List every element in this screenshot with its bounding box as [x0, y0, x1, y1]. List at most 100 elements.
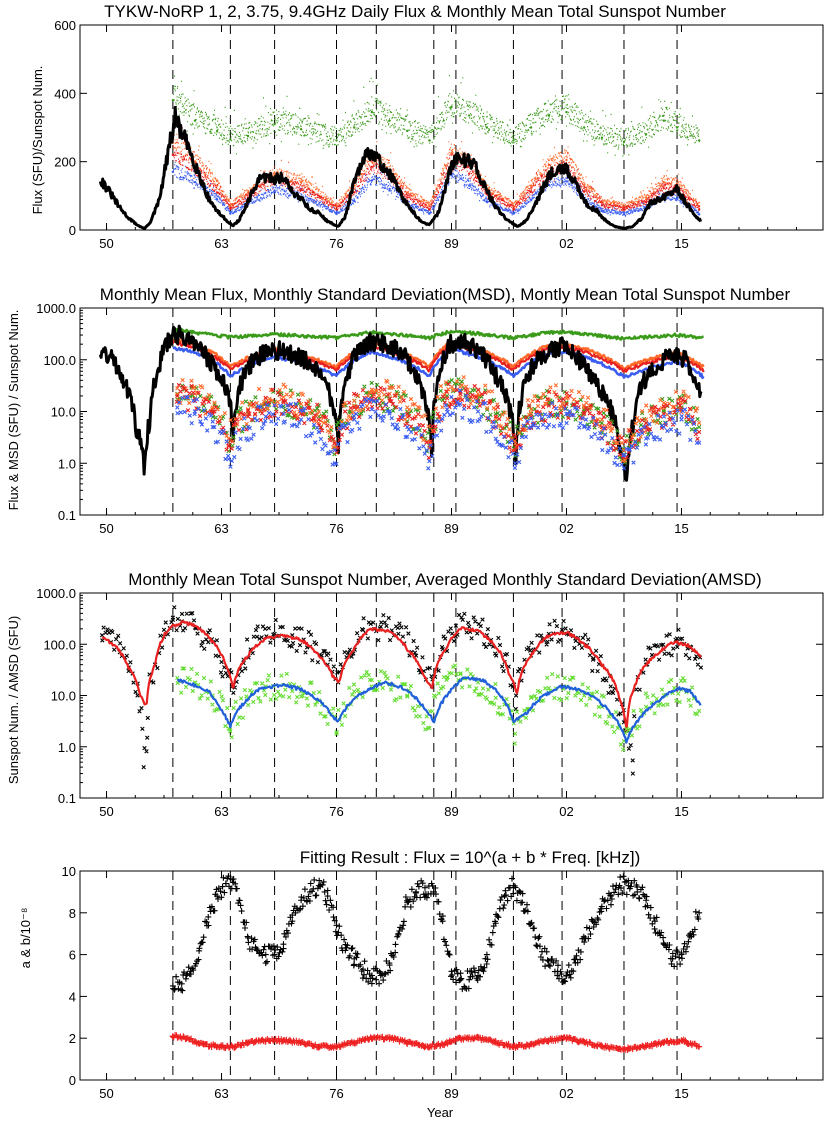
x-tick-label: 02 — [559, 1086, 573, 1101]
data-point — [200, 1041, 207, 1048]
data-point — [352, 405, 357, 410]
data-point — [697, 139, 701, 142]
data-point — [458, 401, 463, 407]
data-point — [493, 695, 498, 701]
data-point — [352, 417, 357, 422]
y-axis-label: Flux & MSD (SFU) / Sunspot Num. — [6, 310, 21, 511]
data-point — [215, 129, 219, 133]
data-point — [351, 955, 358, 962]
data-point — [298, 401, 304, 407]
data-point — [697, 213, 701, 216]
data-point — [169, 982, 176, 989]
data-point — [236, 897, 243, 904]
data-point — [651, 918, 658, 925]
data-point — [546, 685, 551, 691]
data-point — [608, 684, 613, 689]
series-monthly-mean-total-sunspot-number — [99, 605, 704, 776]
data-point — [281, 411, 286, 417]
data-point — [475, 409, 481, 414]
data-point — [528, 1041, 535, 1048]
data-point — [387, 398, 392, 404]
x-tick-label: 63 — [214, 521, 228, 536]
data-point — [510, 882, 517, 889]
data-point — [696, 909, 703, 916]
y-tick-label: 4 — [69, 989, 76, 1004]
data-point — [427, 726, 432, 731]
y-tick-label: 0 — [69, 223, 76, 238]
series-line — [98, 105, 703, 230]
y-tick-label: 8 — [69, 906, 76, 921]
data-point — [590, 657, 596, 662]
data-point — [405, 405, 410, 410]
y-tick-label: 600 — [54, 18, 76, 33]
data-point — [333, 1043, 340, 1050]
data-point — [387, 409, 392, 414]
data-point — [662, 180, 665, 184]
x-tick-label: 50 — [99, 1086, 113, 1101]
x-tick-label: 76 — [329, 236, 343, 251]
data-point — [245, 424, 251, 430]
data-point — [215, 191, 219, 194]
data-point — [298, 897, 305, 904]
y-tick-label: 0 — [69, 1073, 76, 1088]
data-point — [528, 695, 534, 701]
x-tick-label: 63 — [214, 1086, 228, 1101]
data-point — [457, 976, 464, 983]
data-point — [171, 98, 175, 102]
data-point — [687, 930, 694, 937]
x-tick-label: 50 — [99, 804, 113, 819]
data-point — [696, 440, 702, 445]
data-point — [662, 187, 665, 190]
panel-daily-flux: TYKW-NoRP 1, 2, 3.75, 9.4GHz Daily Flux … — [30, 2, 824, 251]
data-point — [245, 414, 251, 419]
data-point — [262, 951, 269, 958]
y-tick-label: 200 — [54, 155, 76, 170]
data-point — [229, 876, 236, 883]
y-axis-label: a & b/10⁻⁸ — [18, 908, 33, 969]
data-point — [428, 212, 431, 215]
x-tick-label: 76 — [329, 1086, 343, 1101]
y-tick-label: 400 — [54, 86, 76, 101]
data-point — [299, 128, 303, 131]
data-point — [324, 893, 331, 900]
data-point — [169, 1033, 176, 1040]
data-point — [332, 461, 337, 466]
data-point — [467, 624, 472, 629]
x-axis-label: Year — [427, 1105, 454, 1120]
data-point — [492, 1039, 499, 1046]
data-point — [450, 105, 453, 109]
series-smoothed-amsd — [176, 676, 702, 744]
y-tick-label: 0.1 — [58, 791, 76, 806]
series-monthly-mean-total-sunspot-number — [98, 324, 703, 491]
data-point — [404, 1039, 411, 1046]
data-point — [430, 888, 437, 895]
data-point — [510, 1043, 517, 1050]
data-point — [388, 119, 391, 122]
data-point — [386, 962, 393, 969]
plot-area — [99, 605, 704, 776]
data-point — [413, 653, 419, 658]
data-point — [369, 389, 375, 395]
data-point — [405, 693, 410, 698]
data-point — [493, 424, 498, 430]
data-point — [475, 680, 481, 685]
data-point — [281, 394, 286, 400]
data-point — [679, 400, 684, 405]
data-point — [485, 200, 489, 204]
data-point — [229, 207, 232, 211]
data-point — [467, 114, 471, 117]
x-tick-label: 89 — [444, 1086, 458, 1101]
data-point — [698, 665, 704, 670]
data-point — [696, 708, 702, 714]
data-point — [368, 1035, 375, 1042]
data-point — [634, 888, 641, 895]
plot-area — [98, 75, 703, 230]
data-point — [218, 1043, 225, 1050]
series-line — [172, 327, 704, 341]
data-point — [600, 209, 604, 213]
data-point — [644, 196, 648, 199]
data-point — [171, 153, 175, 157]
data-point — [427, 458, 432, 464]
data-point — [582, 184, 586, 187]
